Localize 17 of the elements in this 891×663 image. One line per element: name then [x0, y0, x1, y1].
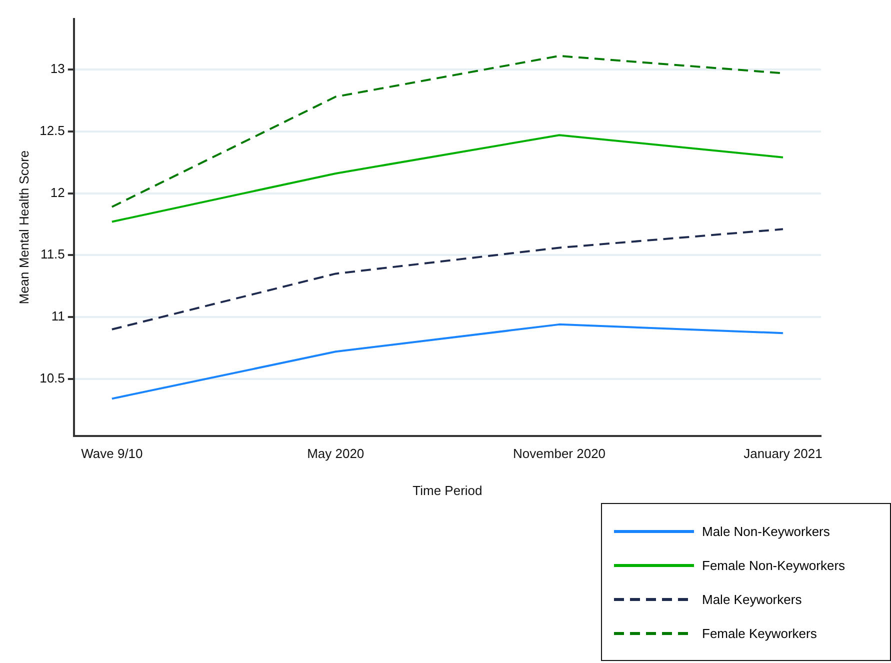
- legend-label: Male Non-Keyworkers: [702, 524, 830, 538]
- line-series: [110, 228, 784, 330]
- x-tick-label: January 2021: [744, 446, 822, 462]
- x-axis-title: Time Period: [412, 482, 482, 498]
- y-tick-label: 13: [50, 61, 65, 76]
- x-tick-label: May 2020: [307, 446, 364, 462]
- legend-label: Female Non-Keyworkers: [702, 558, 846, 572]
- y-tick-label: 12: [50, 184, 65, 200]
- y-tick-label: 12.5: [40, 122, 65, 138]
- legend-label: Male Keyworkers: [702, 592, 802, 606]
- x-tick-label: Wave 9/10: [81, 446, 143, 462]
- legend-label: Female Keyworkers: [702, 626, 817, 640]
- y-tick-label: 10.5: [40, 370, 65, 386]
- y-tick-label: 11: [51, 308, 65, 324]
- x-tick-label: November 2020: [513, 446, 606, 462]
- y-axis-title: Mean Mental Health Score: [16, 150, 32, 304]
- y-tick-label: 11.5: [40, 246, 65, 262]
